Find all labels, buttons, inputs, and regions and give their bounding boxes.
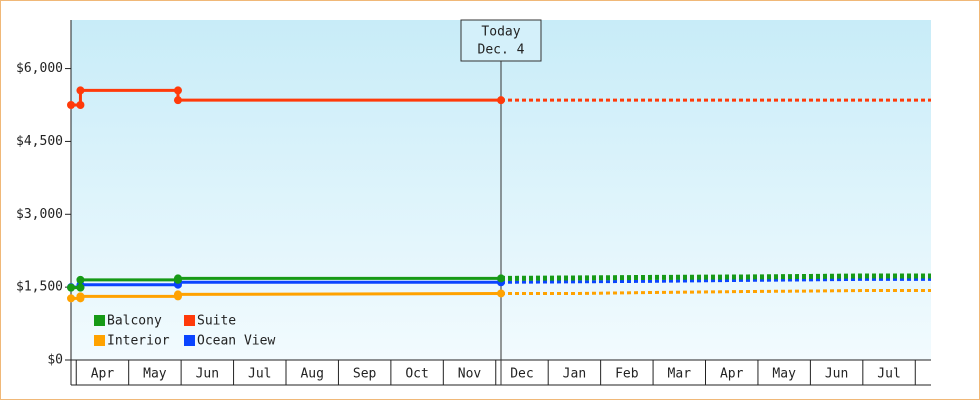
- y-tick-label: $3,000: [16, 207, 63, 222]
- legend-swatch: [94, 315, 105, 326]
- point: [67, 283, 75, 292]
- x-tick-label: Jun: [196, 367, 219, 382]
- x-tick-label: Aug: [300, 367, 323, 382]
- x-tick-label: Apr: [720, 367, 744, 382]
- x-tick-label: Oct: [405, 367, 428, 382]
- point: [76, 275, 85, 284]
- legend-label: Balcony: [107, 314, 162, 329]
- forecast-line: [500, 273, 931, 281]
- today-label: Dec. 4: [478, 43, 525, 58]
- x-tick-label: May: [143, 367, 167, 382]
- legend-swatch: [94, 335, 105, 346]
- x-tick-label: Sep: [353, 367, 377, 382]
- legend-label: Ocean View: [197, 334, 275, 349]
- point: [173, 290, 182, 299]
- y-tick-label: $4,500: [16, 134, 63, 149]
- x-tick-label: Feb: [615, 367, 639, 382]
- y-tick-label: $1,500: [16, 280, 63, 295]
- point: [67, 101, 75, 109]
- x-tick-label: Jul: [248, 367, 271, 382]
- today-box: [460, 19, 542, 62]
- y-tick-label: $6,000: [16, 61, 63, 76]
- x-tick-label: Mar: [668, 367, 692, 382]
- legend-swatch: [184, 335, 195, 346]
- point: [173, 86, 182, 95]
- forecast-line: [500, 277, 931, 284]
- x-tick-label: Jun: [825, 367, 848, 382]
- point: [76, 283, 85, 292]
- point: [497, 96, 505, 105]
- x-tick-label: Apr: [91, 367, 115, 382]
- x-tick-label: Jan: [563, 367, 586, 382]
- y-tick-label: $0: [47, 353, 63, 368]
- x-tick-label: Jul: [877, 367, 900, 382]
- x-tick-label: Nov: [458, 367, 482, 382]
- legend-label: Suite: [197, 314, 236, 329]
- today-label: Today: [481, 25, 520, 40]
- point: [76, 101, 85, 109]
- forecast-line: [501, 289, 931, 295]
- point: [497, 274, 505, 283]
- point: [76, 86, 85, 95]
- point: [173, 274, 182, 283]
- x-tick-label: Dec: [510, 367, 533, 382]
- point: [497, 289, 505, 298]
- legend-swatch: [184, 315, 195, 326]
- point: [67, 294, 75, 303]
- x-tick-label: May: [772, 367, 796, 382]
- legend-label: Interior: [107, 334, 170, 349]
- point: [76, 292, 85, 301]
- point: [173, 96, 182, 105]
